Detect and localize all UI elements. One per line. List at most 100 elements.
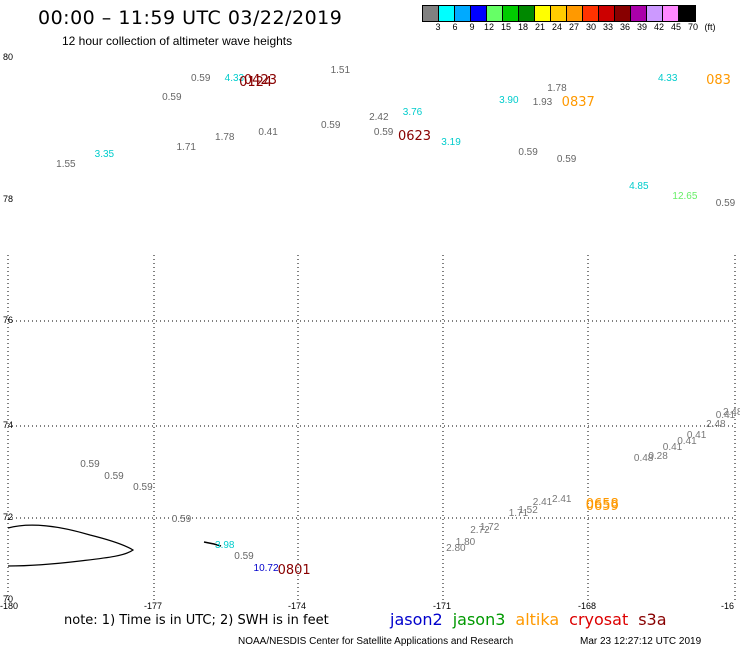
lon-tick-label: -171 (433, 601, 452, 611)
colorbar-tick-label: 15 (500, 22, 511, 32)
colorbar-swatch (567, 6, 583, 21)
wave-height-value: 0.41 (686, 430, 707, 442)
pass-time-label: 0801 (277, 562, 311, 578)
wave-height-value: 3.19 (441, 136, 461, 148)
wave-height-value: 0.41 (677, 436, 697, 448)
colorbar-swatch (471, 6, 487, 21)
satellite-legend: jason2 jason3 altika cryosat s3a (390, 610, 677, 629)
lon-tick-label: -174 (288, 601, 307, 611)
wave-height-value: 1.52 (518, 505, 538, 517)
colorbar-swatch (615, 6, 631, 21)
pass-time-label: 0423 (243, 72, 277, 88)
colorbar-swatch (551, 6, 567, 21)
wave-height-value: 0.59 (104, 470, 124, 482)
wave-height-value: 2.41 (552, 493, 572, 505)
wave-height-value: 2.41 (532, 496, 553, 508)
colorbar-swatch (439, 6, 455, 21)
wave-height-value: 2.72 (470, 525, 490, 537)
colorbar-swatch (487, 6, 503, 21)
pass-time-label: 0124 (239, 75, 273, 91)
wave-height-value: 1.78 (215, 131, 235, 143)
lat-tick-label: 78 (3, 194, 14, 204)
wave-height-value: 0.41 (258, 126, 278, 138)
wave-height-value: 2.80 (446, 542, 466, 554)
wave-height-value: 2.48 (722, 407, 740, 419)
wave-height-value: 0.41 (715, 410, 736, 422)
legend-s3a: s3a (638, 610, 667, 629)
wave-height-value: 1.71 (508, 508, 529, 519)
pass-time-label: 0623 (397, 129, 432, 145)
lat-tick-label: 74 (3, 420, 14, 430)
wave-height-value: 1.55 (56, 158, 76, 170)
colorbar-swatch (647, 6, 663, 21)
page-subtitle: 12 hour collection of altimeter wave hei… (62, 34, 293, 48)
colorbar-swatch (631, 6, 647, 21)
credit-text: NOAA/NESDIS Center for Satellite Applica… (238, 636, 514, 647)
small-island (203, 541, 222, 547)
lon-tick-label: -177 (144, 601, 163, 611)
wave-height-value: 0.59 (518, 146, 538, 158)
wave-height-value: 2.48 (706, 418, 726, 430)
wave-height-value: 0.41 (662, 441, 683, 453)
wave-height-value: 1.51 (330, 65, 351, 77)
colorbar-tick-label: 30 (585, 22, 596, 32)
colorbar-swatch (663, 6, 679, 21)
wave-height-value: 0.59 (320, 119, 341, 131)
colorbar-tick-label: 6 (452, 22, 458, 32)
wave-height-value: 0.59 (373, 126, 394, 138)
legend-cryosat: cryosat (569, 610, 629, 629)
footer-note: note: 1) Time is in UTC; 2) SWH is in fe… (64, 613, 329, 628)
colorbar-swatch (423, 6, 439, 21)
wave-height-value: 1.93 (532, 97, 553, 109)
page-title: 00:00 – 11:59 UTC 03/22/2019 (38, 7, 343, 29)
lat-tick-label: 80 (3, 52, 14, 62)
colorbar (422, 5, 696, 22)
colorbar-swatch (503, 6, 519, 21)
legend-jason2: jason2 (390, 610, 443, 629)
lat-tick-label: 76 (3, 315, 14, 325)
wave-height-value: 0.48 (633, 453, 654, 465)
colorbar-tick-label: 27 (568, 22, 579, 32)
colorbar-tick-label: 12 (483, 22, 494, 32)
timestamp-text: Mar 23 12:27:12 UTC 2019 (580, 636, 702, 647)
colorbar-tick-label: 42 (653, 22, 664, 32)
wave-height-value: 0.59 (171, 513, 192, 525)
wave-height-value: 0.59 (556, 154, 577, 166)
colorbar-unit: (ft) (704, 22, 716, 32)
lat-tick-label: 72 (3, 512, 14, 522)
wave-height-value: 3.90 (499, 94, 519, 106)
wave-height-value: 2.42 (369, 112, 389, 124)
lon-tick-label: -16 (721, 601, 735, 611)
wave-height-value: 0.59 (190, 72, 211, 84)
colorbar-labels: 3 6 9 12 15 18 21 24 27 30 33 36 39 42 45 70 (ft) (422, 22, 740, 34)
colorbar-swatch (599, 6, 615, 21)
wave-height-value: 0.59 (234, 551, 254, 563)
wave-height-value: 4.85 (629, 181, 649, 193)
colorbar-tick-label: 33 (602, 22, 613, 32)
pass-time-label: 0837 (561, 94, 595, 110)
pass-time-label: 0658 (585, 496, 619, 512)
wave-height-value: 0.59 (133, 482, 153, 494)
wave-height-value: 4.33 (657, 72, 678, 84)
lon-tick-label: -168 (578, 601, 597, 611)
wave-height-value: 3.35 (94, 149, 115, 161)
colorbar-tick-label: 9 (469, 22, 475, 32)
lon-tick-label: -180 (0, 601, 19, 611)
wave-height-value: 1.78 (547, 82, 567, 94)
wave-height-value: 12.65 (672, 190, 698, 202)
wave-height-value: 4.33 (224, 72, 245, 84)
legend-altika: altika (515, 610, 560, 629)
wave-height-value: 10.72 (253, 562, 279, 574)
colorbar-tick-label: 39 (636, 22, 647, 32)
colorbar-swatch (679, 6, 695, 21)
coastline (7, 524, 135, 567)
wave-height-value: 1.71 (176, 141, 196, 153)
wave-height-value: 0.59 (715, 198, 736, 210)
legend-jason3: jason3 (452, 610, 506, 629)
colorbar-tick-label: 24 (551, 22, 562, 32)
colorbar-swatch (535, 6, 551, 21)
colorbar-tick-label: 21 (534, 22, 545, 32)
colorbar-swatch (583, 6, 599, 21)
wave-height-value: 0.59 (80, 459, 100, 471)
